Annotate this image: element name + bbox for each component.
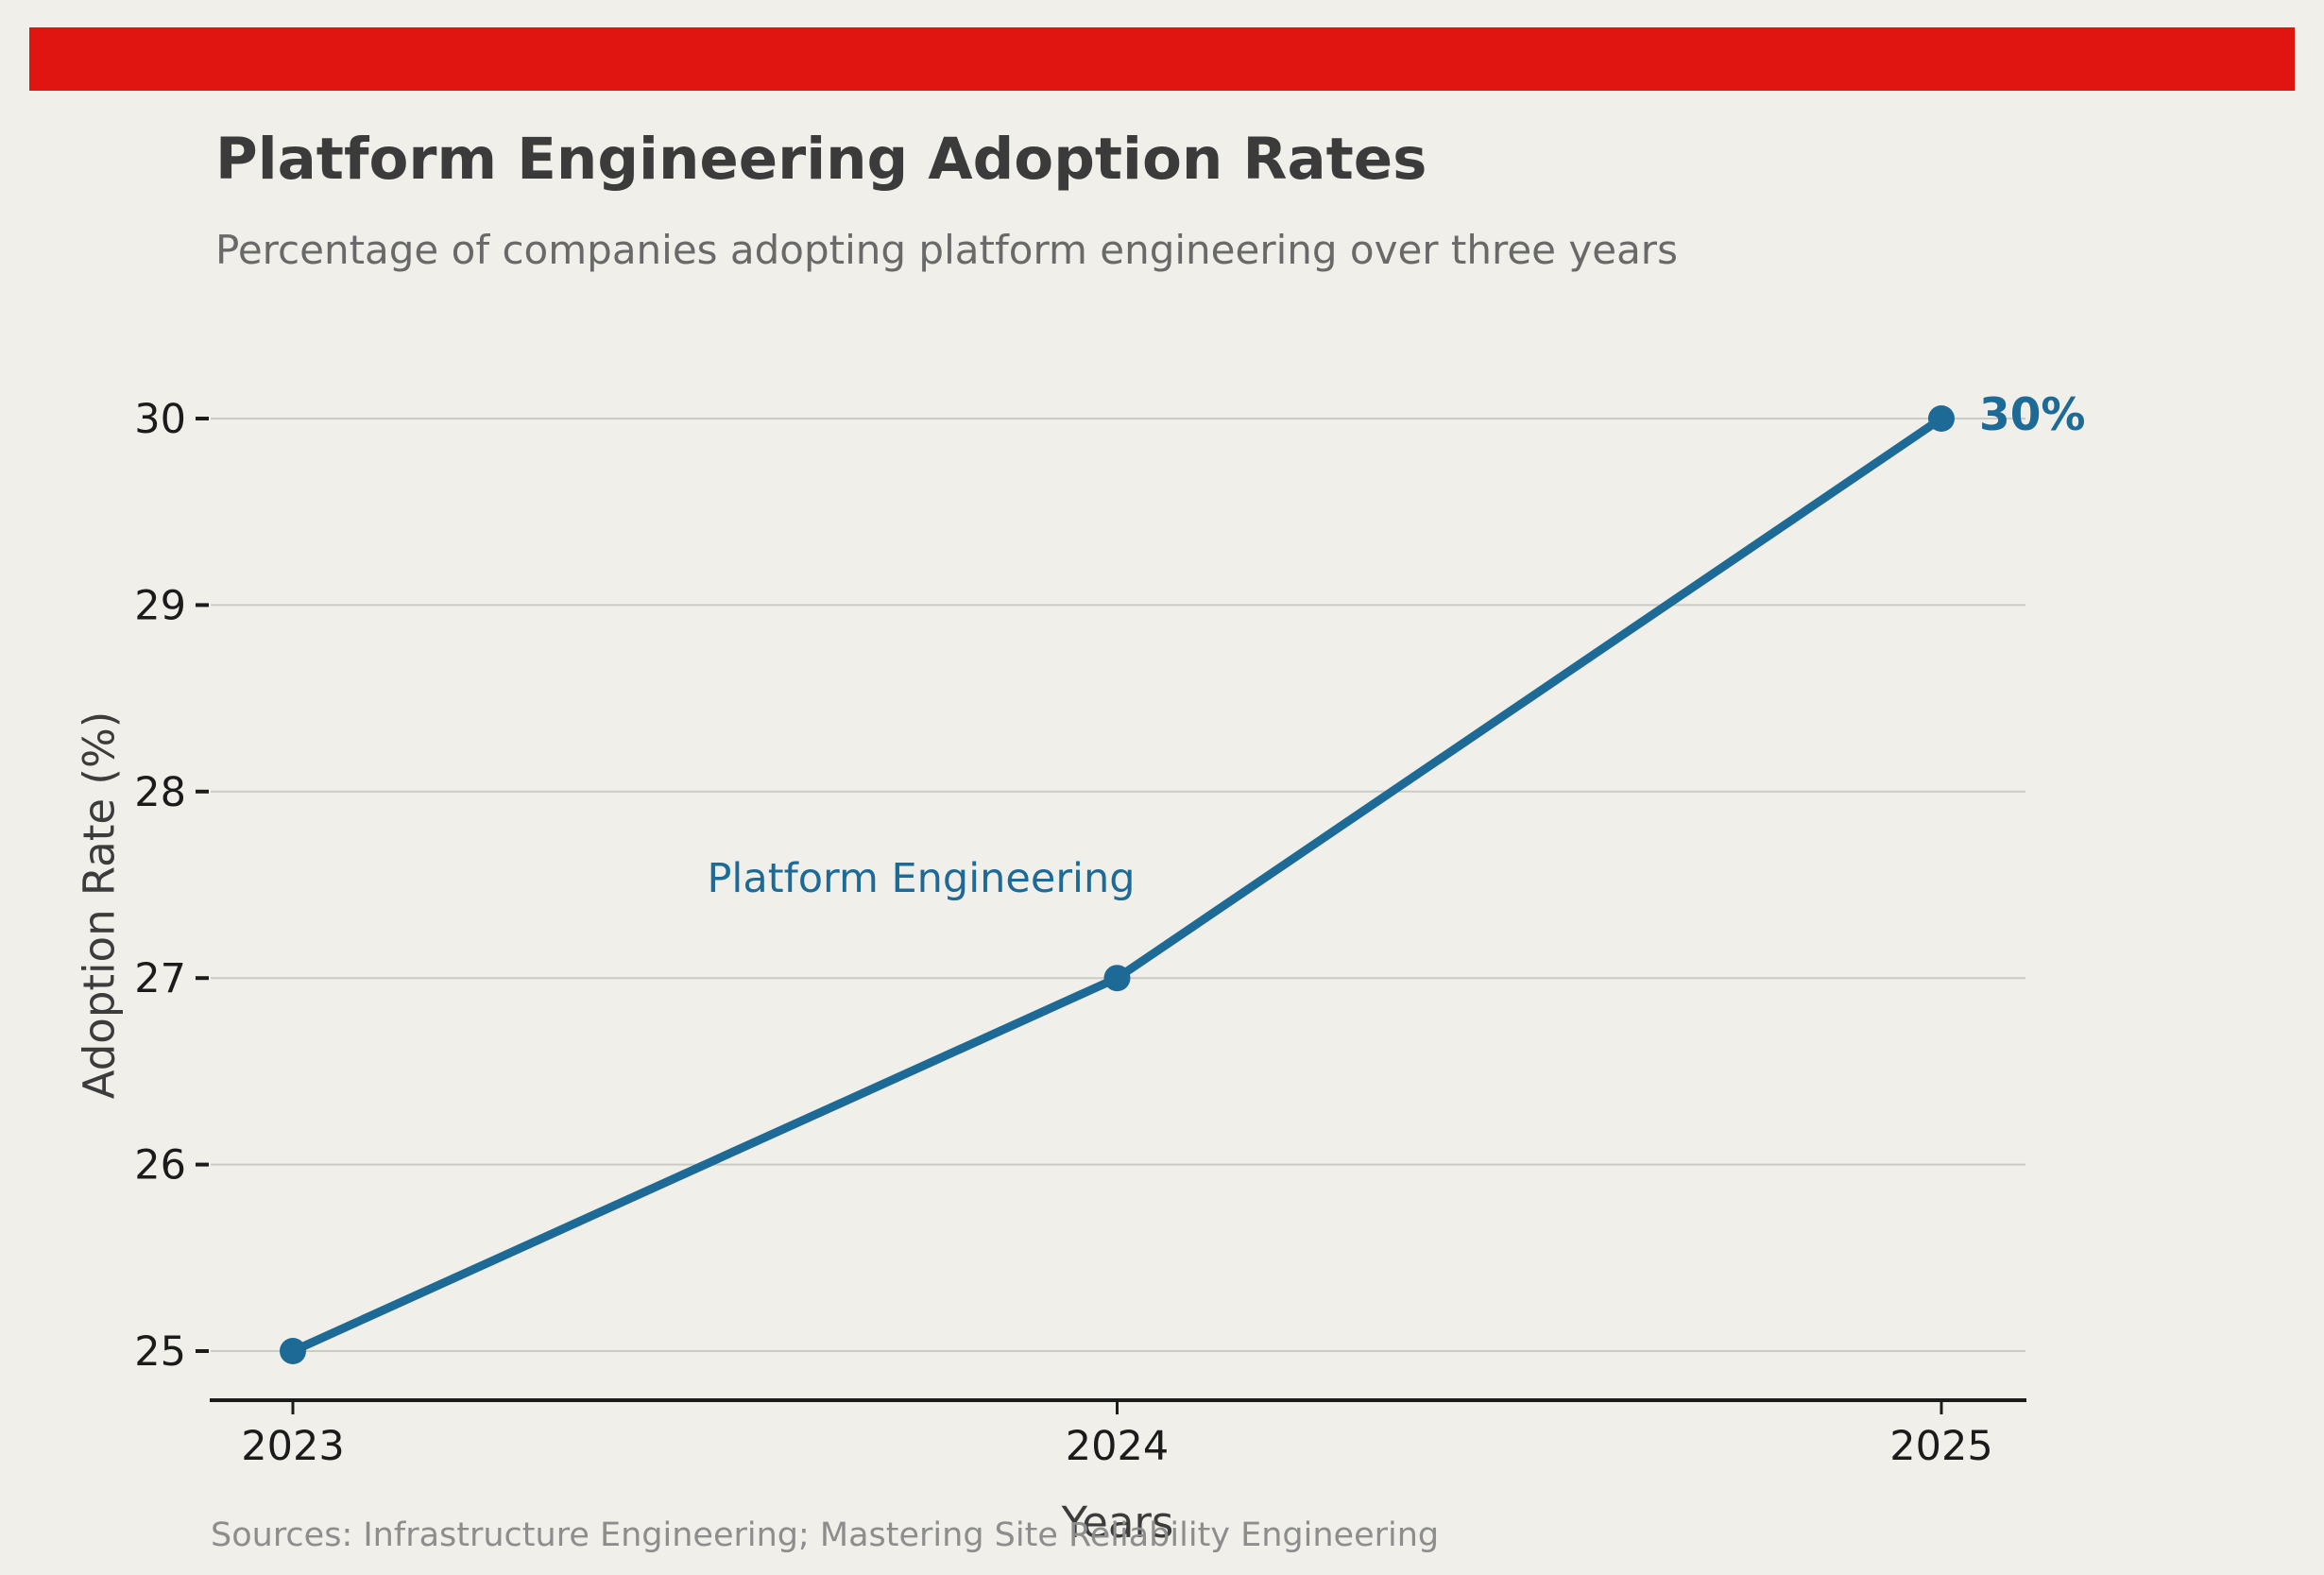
accent-banner — [29, 27, 2295, 91]
y-tick-label: 27 — [134, 955, 186, 1002]
x-axis-title: Years — [1061, 1498, 1174, 1548]
y-tick-label: 30 — [134, 396, 186, 443]
data-point-marker — [1928, 405, 1955, 432]
y-tick-label: 29 — [134, 582, 186, 629]
series-label: Platform Engineering — [707, 855, 1136, 902]
sources-attribution: Sources: Infrastructure Engineering; Mas… — [211, 1516, 1440, 1554]
chart-title: Platform Engineering Adoption Rates — [215, 126, 1427, 193]
x-tick-label: 2025 — [1889, 1423, 1992, 1470]
y-tick-label: 25 — [134, 1328, 186, 1376]
y-tick-label: 28 — [134, 769, 186, 816]
x-tick-label: 2024 — [1066, 1423, 1169, 1470]
data-point-marker — [280, 1338, 306, 1364]
y-tick-label: 26 — [134, 1142, 186, 1190]
chart-subtitle: Percentage of companies adopting platfor… — [215, 227, 1678, 273]
x-tick-label: 2023 — [241, 1423, 344, 1470]
end-point-value-label: 30% — [1979, 389, 2086, 441]
data-point-marker — [1103, 965, 1131, 992]
